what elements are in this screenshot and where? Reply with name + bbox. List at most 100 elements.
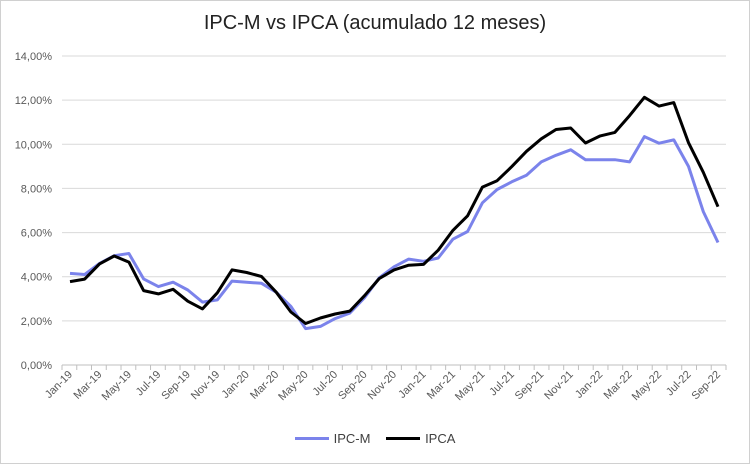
data-point xyxy=(289,311,292,314)
data-point xyxy=(319,325,322,328)
data-point xyxy=(157,285,160,288)
series-line-ipc-m xyxy=(69,135,720,331)
data-point xyxy=(378,277,381,280)
data-point xyxy=(658,142,661,145)
data-point xyxy=(717,241,720,244)
data-point xyxy=(69,280,72,283)
x-tick-label: Mar-21 xyxy=(425,369,458,402)
x-tick-label: Nov-21 xyxy=(542,369,576,403)
x-tick-label: Sep-21 xyxy=(513,369,547,403)
data-point xyxy=(83,273,86,276)
legend-item-ipca: IPCA xyxy=(386,431,455,446)
legend-label: IPC-M xyxy=(333,431,371,446)
x-tick-label: Jan-19 xyxy=(43,369,75,401)
data-point xyxy=(260,275,263,278)
legend-label: IPCA xyxy=(425,431,456,446)
data-point xyxy=(437,249,440,252)
data-point xyxy=(481,186,484,189)
data-point xyxy=(481,201,484,204)
data-point xyxy=(407,264,410,267)
data-point xyxy=(348,310,351,313)
legend-swatch xyxy=(294,437,329,440)
x-tick-label: Mar-20 xyxy=(248,369,281,402)
x-tick-label: Sep-22 xyxy=(690,369,724,403)
x-tick-label: May-20 xyxy=(276,369,310,403)
data-point xyxy=(584,141,587,144)
data-point xyxy=(216,298,219,301)
data-point xyxy=(540,137,543,140)
data-point xyxy=(275,291,278,294)
data-point xyxy=(613,158,616,161)
data-point xyxy=(717,205,720,208)
data-point xyxy=(69,272,72,275)
data-point xyxy=(216,291,219,294)
data-point xyxy=(525,150,528,153)
x-tick-label: Nov-20 xyxy=(366,369,400,403)
y-tick-label: 6,00% xyxy=(21,228,52,240)
legend-swatch xyxy=(386,437,421,440)
y-tick-label: 12,00% xyxy=(15,95,53,107)
data-point xyxy=(643,96,646,99)
x-tick-label: Mar-19 xyxy=(71,369,104,402)
data-point xyxy=(569,148,572,151)
x-tick-label: Jan-21 xyxy=(396,369,428,401)
data-point xyxy=(157,292,160,295)
x-tick-label: May-21 xyxy=(453,369,487,403)
data-point xyxy=(643,135,646,138)
data-point xyxy=(334,313,337,316)
data-point xyxy=(687,141,690,144)
y-tick-label: 10,00% xyxy=(15,139,53,151)
x-tick-label: May-19 xyxy=(100,369,134,403)
data-point xyxy=(510,180,513,183)
data-point xyxy=(628,160,631,163)
x-tick-label: Sep-19 xyxy=(159,369,193,403)
data-point xyxy=(466,230,469,233)
y-tick-label: 4,00% xyxy=(21,272,52,284)
data-point xyxy=(658,105,661,108)
data-point xyxy=(613,131,616,134)
data-point xyxy=(451,238,454,241)
data-point xyxy=(304,322,307,325)
data-point xyxy=(451,229,454,232)
chart-title: IPC-M vs IPCA (acumulado 12 meses) xyxy=(203,12,547,34)
data-point xyxy=(231,280,234,283)
data-point xyxy=(599,134,602,137)
x-tick-label: Mar-22 xyxy=(602,369,635,402)
data-point xyxy=(672,101,675,104)
x-tick-label: Sep-20 xyxy=(336,369,370,403)
data-point xyxy=(599,158,602,161)
data-point xyxy=(172,281,175,284)
data-point xyxy=(127,252,130,255)
data-point xyxy=(172,288,175,291)
data-point xyxy=(687,165,690,168)
data-point xyxy=(496,188,499,191)
data-point xyxy=(186,300,189,303)
data-point xyxy=(584,158,587,161)
legend: IPC-M IPCA xyxy=(0,428,750,446)
data-point xyxy=(201,301,204,304)
data-point xyxy=(304,327,307,330)
data-point xyxy=(702,171,705,174)
y-tick-label: 2,00% xyxy=(21,316,52,328)
data-point xyxy=(201,307,204,310)
data-point xyxy=(540,160,543,163)
data-point xyxy=(231,268,234,271)
y-tick-label: 14,00% xyxy=(15,51,53,63)
data-point xyxy=(407,258,410,261)
data-point xyxy=(422,263,425,266)
data-point xyxy=(569,126,572,129)
data-point xyxy=(186,288,189,291)
x-tick-label: Jan-22 xyxy=(573,369,605,401)
data-point xyxy=(334,317,337,320)
x-tick-label: Jan-20 xyxy=(220,369,252,401)
data-point xyxy=(289,305,292,308)
data-point xyxy=(83,278,86,281)
data-point xyxy=(260,282,263,285)
x-tick-label: May-22 xyxy=(630,369,664,403)
data-point xyxy=(245,281,248,284)
data-point xyxy=(525,174,528,177)
data-point xyxy=(702,210,705,213)
series-line-ipca xyxy=(69,95,720,325)
y-tick-label: 0,00% xyxy=(21,360,52,372)
